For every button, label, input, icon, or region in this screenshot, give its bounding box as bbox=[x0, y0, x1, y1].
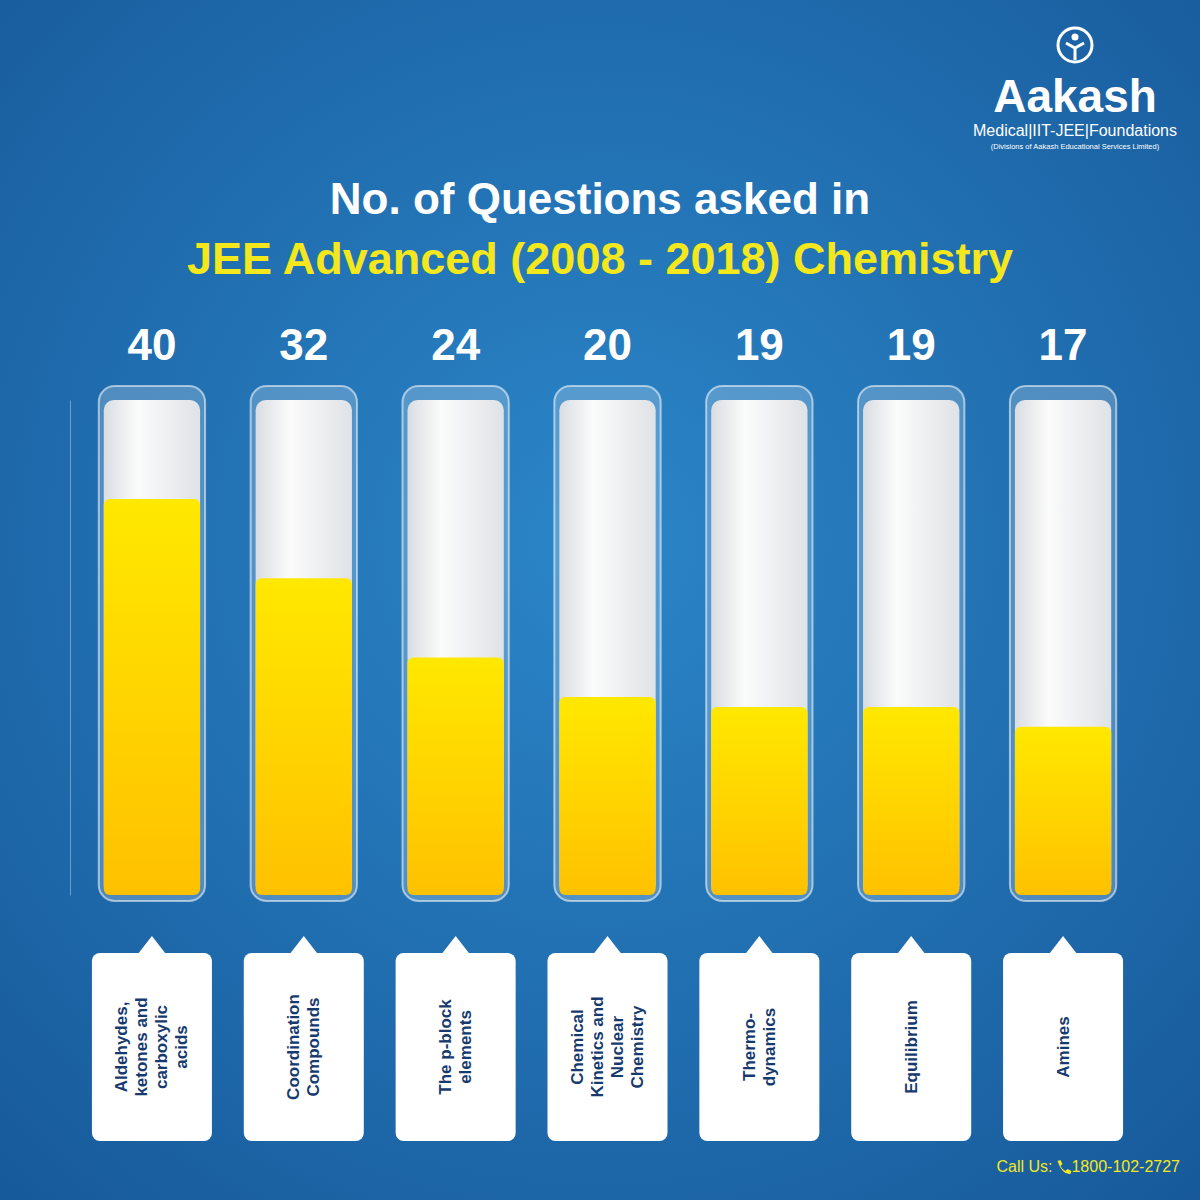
plot-frame bbox=[863, 400, 959, 895]
category-label-line: Amines bbox=[1054, 1016, 1073, 1077]
category-label: CoordinationCompounds bbox=[284, 994, 323, 1100]
bar bbox=[559, 697, 655, 895]
category-label-line: Aldehydes, bbox=[112, 1002, 131, 1093]
category-label-line: Kinetics and bbox=[588, 996, 607, 1097]
category-label-line: carboxylic bbox=[152, 1005, 171, 1089]
category-label-line: Thermo- bbox=[740, 1013, 759, 1081]
logo-ring bbox=[1058, 28, 1092, 62]
contact-phone: 1800-102-2727 bbox=[1071, 1158, 1180, 1175]
y-axis-line bbox=[70, 401, 71, 896]
tube-glass bbox=[706, 386, 812, 901]
logo-figure bbox=[1066, 43, 1084, 60]
logo: AakashMedical|IIT-JEE|Foundations (Divisi… bbox=[973, 28, 1177, 151]
category-label-line: Nuclear bbox=[608, 1015, 627, 1078]
category-label-line: The p-block bbox=[436, 999, 455, 1095]
bar bbox=[1015, 727, 1111, 895]
data-label: 19 bbox=[735, 320, 784, 369]
category-label-line: Equilibrium bbox=[902, 1000, 921, 1094]
category-label: Amines bbox=[1054, 1016, 1073, 1077]
bar bbox=[256, 578, 352, 895]
plot-frame bbox=[407, 400, 503, 895]
category-label-line: dynamics bbox=[760, 1008, 779, 1086]
category-label: Equilibrium bbox=[902, 1000, 921, 1094]
category-label-line: acids bbox=[172, 1025, 191, 1068]
label-pointer bbox=[897, 936, 925, 954]
y-axis bbox=[70, 401, 71, 896]
label-box bbox=[699, 953, 819, 1141]
brand-name: Aakash bbox=[993, 70, 1157, 122]
category-label-line: Chemical bbox=[568, 1009, 587, 1085]
label-pointer bbox=[745, 936, 773, 954]
label-pointer bbox=[138, 936, 166, 954]
plot-frame bbox=[256, 400, 352, 895]
contact-label: Call Us: bbox=[996, 1158, 1052, 1175]
category-label-line: Compounds bbox=[304, 997, 323, 1096]
category-label-line: elements bbox=[456, 1010, 475, 1084]
label-box bbox=[92, 953, 212, 1141]
phone-icon bbox=[1057, 1160, 1071, 1174]
tube-glass bbox=[402, 386, 508, 901]
bar bbox=[104, 499, 200, 895]
chart-canvas: No. of Questions asked in JEE Advanced (2… bbox=[0, 0, 1200, 1200]
data-label: 24 bbox=[431, 320, 480, 369]
category-label-line: Coordination bbox=[284, 994, 303, 1100]
bar bbox=[863, 707, 959, 895]
label-pointer bbox=[290, 936, 318, 954]
label-pointer bbox=[1049, 936, 1077, 954]
tube-glass bbox=[858, 386, 964, 901]
plot-frame bbox=[104, 400, 200, 895]
category-label-line: ketones and bbox=[132, 997, 151, 1096]
tube-glass bbox=[554, 386, 660, 901]
plot-frame bbox=[559, 400, 655, 895]
tube-glass bbox=[1010, 386, 1116, 901]
brand-divisions: Medical|IIT-JEE|Foundations bbox=[973, 122, 1177, 139]
category-label: ChemicalKinetics andNuclearChemistry bbox=[568, 996, 647, 1097]
subtitle: JEE Advanced (2008 - 2018) Chemistry bbox=[187, 233, 1013, 284]
bars bbox=[104, 499, 1111, 895]
label-box bbox=[396, 953, 516, 1141]
label-box bbox=[1003, 953, 1123, 1141]
label-box bbox=[548, 953, 668, 1141]
category-label-line: Chemistry bbox=[628, 1005, 647, 1089]
brand-company: (Divisions of Aakash Educational Service… bbox=[991, 142, 1160, 151]
category-label: The p-blockelements bbox=[436, 999, 475, 1095]
tube-glass bbox=[99, 386, 205, 901]
tube-glass bbox=[251, 386, 357, 901]
logo-head bbox=[1072, 34, 1079, 41]
tubes bbox=[99, 386, 1116, 901]
label-pointer bbox=[442, 936, 470, 954]
plot-frame bbox=[1015, 400, 1111, 895]
bar bbox=[711, 707, 807, 895]
background bbox=[0, 0, 1200, 1200]
data-label: 32 bbox=[279, 320, 328, 369]
title: No. of Questions asked in bbox=[330, 174, 870, 223]
bar bbox=[407, 657, 503, 895]
data-label: 17 bbox=[1039, 320, 1088, 369]
plot-frame bbox=[711, 400, 807, 895]
data-label: 19 bbox=[887, 320, 936, 369]
label-box bbox=[244, 953, 364, 1141]
label-pointer bbox=[594, 936, 622, 954]
category-labels: Aldehydes,ketones andcarboxylicacids Coor… bbox=[92, 936, 1123, 1141]
data-label: 40 bbox=[127, 320, 176, 369]
category-label: Aldehydes,ketones andcarboxylicacids bbox=[112, 997, 191, 1096]
category-label: Thermo-dynamics bbox=[740, 1008, 779, 1086]
label-box bbox=[851, 953, 971, 1141]
data-label: 20 bbox=[583, 320, 632, 369]
